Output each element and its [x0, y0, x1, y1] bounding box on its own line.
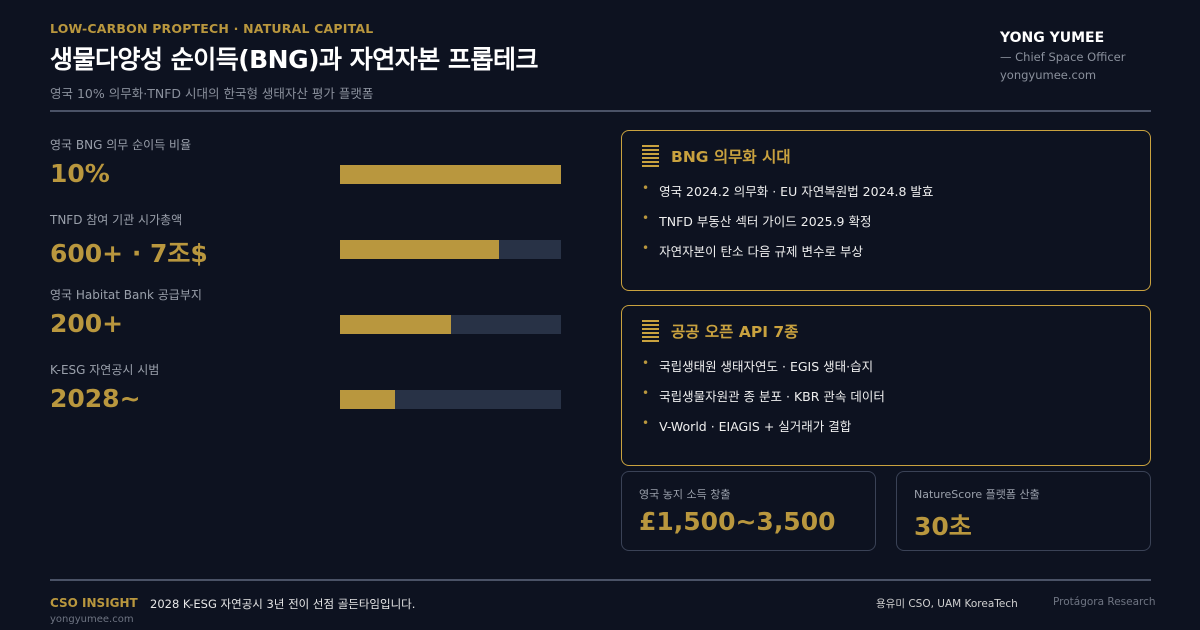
metric-bar: [340, 315, 561, 334]
stat-value: 30초: [914, 512, 972, 541]
stat-value: £1,500~3,500: [639, 507, 836, 536]
metric-value: 2028~: [50, 384, 141, 413]
metric-bar-fill: [340, 390, 396, 409]
metric-value: 600+ · 7조$: [50, 239, 208, 268]
author-block: YONG YUMEE — Chief Space Officer yongyum…: [1000, 30, 1125, 82]
list-item: 자연자본이 탄소 다음 규제 변수로 부상: [642, 241, 933, 271]
page-title: 생물다양성 순이득(BNG)과 자연자본 프롭테크: [50, 45, 538, 74]
subtitle: 영국 10% 의무화·TNFD 시대의 한국형 생태자산 평가 플랫폼: [50, 86, 374, 101]
footer-credit: 용유미 CSO, UAM KoreaTech: [876, 598, 1018, 610]
metric-value: 200+: [50, 309, 124, 338]
author-name: YONG YUMEE: [1000, 30, 1105, 46]
footer-source: Protágora Research: [1053, 596, 1156, 608]
author-role: — Chief Space Officer: [1000, 50, 1126, 64]
metric-bar: [340, 240, 561, 259]
list-item: 국립생태원 생태자연도 · EGIS 생태·습지: [642, 356, 885, 386]
stat-label: NatureScore 플랫폼 산출: [914, 488, 1040, 501]
metric-bar-fill: [340, 165, 561, 184]
stat-label: 영국 농지 소득 창출: [639, 488, 731, 501]
metric-bar-fill: [340, 240, 500, 259]
footer-divider: [50, 579, 1151, 581]
footer-website: yongyumee.com: [50, 614, 134, 625]
list-item: 영국 2024.2 의무화 · EU 자연복원법 2024.8 발효: [642, 181, 933, 211]
footer-brand: CSO INSIGHT: [50, 596, 138, 610]
metric-label: 영국 Habitat Bank 공급부지: [50, 288, 202, 302]
stat-card: NatureScore 플랫폼 산출 30초: [896, 471, 1151, 551]
card-title: 공공 오픈 API 7종: [671, 323, 799, 341]
metric-bar-fill: [340, 315, 451, 334]
list-item: 국립생물자원관 종 분포 · KBR 관속 데이터: [642, 386, 885, 416]
list-item: TNFD 부동산 섹터 가이드 2025.9 확정: [642, 211, 933, 241]
eyebrow: LOW-CARBON PROPTECH · NATURAL CAPITAL: [50, 21, 374, 36]
card-title: BNG 의무화 시대: [671, 148, 791, 166]
divider: [50, 110, 1151, 112]
list-item: V-World · EIAGIS + 실거래가 결합: [642, 416, 885, 446]
metric: 영국 Habitat Bank 공급부지 200+: [50, 286, 562, 338]
metric-label: 영국 BNG 의무 순이득 비율: [50, 138, 192, 152]
metric: K-ESG 자연공시 시범 2028~: [50, 361, 562, 413]
metric-bar: [340, 165, 561, 184]
footer-message: 2028 K-ESG 자연공시 3년 전이 선점 골든타임입니다.: [150, 597, 416, 611]
stat-card: 영국 농지 소득 창출 £1,500~3,500: [621, 471, 876, 551]
card-bng: BNG 의무화 시대 영국 2024.2 의무화 · EU 자연복원법 2024…: [621, 130, 1151, 291]
lines-icon: [642, 320, 659, 342]
metric: 영국 BNG 의무 순이득 비율 10%: [50, 136, 562, 188]
metric-label: K-ESG 자연공시 시범: [50, 363, 160, 377]
card-api: 공공 오픈 API 7종 국립생태원 생태자연도 · EGIS 생태·습지 국립…: [621, 305, 1151, 466]
metric-label: TNFD 참여 기관 시가총액: [50, 213, 183, 227]
metric: TNFD 참여 기관 시가총액 600+ · 7조$: [50, 211, 562, 270]
lines-icon: [642, 145, 659, 167]
metric-value: 10%: [50, 159, 110, 188]
author-website: yongyumee.com: [1000, 68, 1097, 82]
metric-bar: [340, 390, 561, 409]
